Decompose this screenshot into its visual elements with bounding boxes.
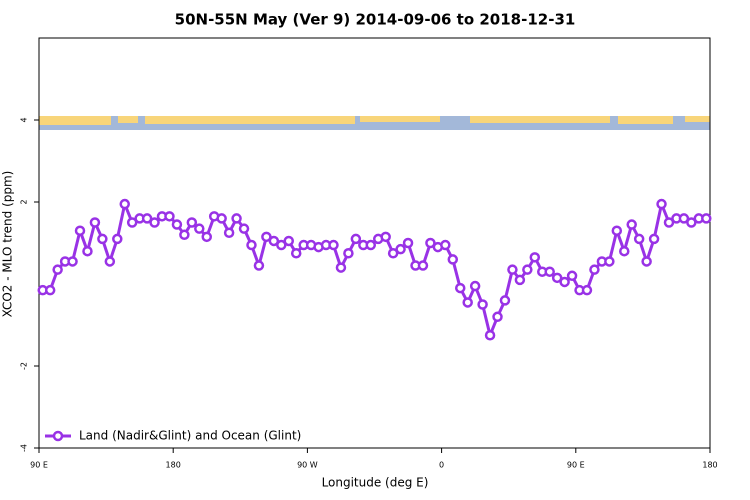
data-point bbox=[551, 272, 563, 284]
x-tick-label: 90 E bbox=[567, 461, 585, 470]
data-point bbox=[604, 256, 615, 267]
data-point bbox=[395, 243, 406, 255]
land-band bbox=[618, 116, 673, 124]
x-tick-label: 90 W bbox=[297, 461, 318, 470]
data-point bbox=[276, 239, 287, 251]
plot-frame bbox=[38, 37, 711, 449]
data-point bbox=[701, 213, 712, 224]
data-point bbox=[656, 198, 667, 210]
x-tick-label: 0 bbox=[439, 461, 444, 470]
data-point bbox=[469, 280, 481, 292]
data-point bbox=[231, 213, 242, 224]
data-point bbox=[350, 233, 362, 245]
legend-label: Land (Nadir&Glint) and Ocean (Glint) bbox=[79, 429, 301, 443]
x-axis-label: Longitude (deg E) bbox=[322, 476, 429, 490]
legend-marker bbox=[52, 430, 64, 442]
data-point bbox=[44, 284, 56, 296]
data-point bbox=[484, 330, 496, 341]
data-point bbox=[648, 233, 660, 245]
y-tick-label: 4 bbox=[20, 117, 29, 122]
x-tick-label: 180 bbox=[166, 461, 181, 470]
data-point bbox=[141, 213, 153, 224]
data-point bbox=[611, 225, 623, 236]
y-tick-label: 2 bbox=[20, 199, 29, 204]
land-band bbox=[39, 116, 111, 125]
x-tick-label: 180 bbox=[702, 461, 717, 470]
land-band bbox=[685, 116, 710, 122]
data-point bbox=[74, 225, 86, 236]
data-point bbox=[462, 297, 473, 308]
data-point bbox=[238, 223, 250, 234]
y-tick-label: -4 bbox=[20, 444, 29, 452]
data-point bbox=[201, 231, 212, 243]
data-point bbox=[417, 260, 429, 271]
land-band bbox=[145, 116, 355, 124]
data-point bbox=[126, 217, 138, 228]
data-point bbox=[82, 245, 93, 257]
x-tick-label: 90 E bbox=[30, 461, 48, 470]
data-point bbox=[663, 217, 675, 228]
data-point bbox=[633, 233, 645, 245]
data-point bbox=[559, 276, 570, 288]
data-point bbox=[97, 233, 108, 245]
data-point bbox=[253, 260, 265, 271]
data-point bbox=[171, 219, 183, 230]
data-point bbox=[678, 213, 690, 224]
data-point bbox=[499, 295, 511, 306]
data-point bbox=[440, 239, 451, 251]
data-point bbox=[454, 282, 466, 294]
data-point bbox=[589, 264, 600, 275]
chart-title: 50N-55N May (Ver 9) 2014-09-06 to 2018-1… bbox=[175, 11, 576, 29]
data-point bbox=[179, 229, 190, 241]
data-point bbox=[522, 264, 533, 275]
data-point bbox=[67, 256, 78, 267]
data-point bbox=[514, 274, 526, 286]
data-point bbox=[477, 299, 488, 310]
land-band bbox=[118, 116, 138, 123]
land-ocean-strip bbox=[39, 116, 710, 130]
data-point bbox=[104, 256, 116, 267]
data-point bbox=[119, 198, 130, 210]
data-point bbox=[261, 231, 272, 243]
data-point bbox=[387, 248, 399, 259]
data-point bbox=[492, 311, 503, 323]
data-point bbox=[52, 264, 63, 275]
data-point bbox=[566, 270, 578, 282]
data-point bbox=[268, 235, 280, 247]
data-point bbox=[246, 239, 257, 251]
data-point bbox=[402, 237, 414, 249]
data-point bbox=[290, 248, 302, 259]
data-point bbox=[223, 227, 235, 238]
data-point bbox=[641, 256, 652, 267]
data-point bbox=[112, 233, 123, 245]
data-point bbox=[425, 237, 436, 249]
data-point bbox=[194, 223, 205, 234]
data-point bbox=[343, 248, 354, 259]
data-point bbox=[544, 266, 555, 277]
data-point bbox=[380, 231, 391, 243]
data-point bbox=[186, 217, 198, 228]
data-point bbox=[365, 239, 377, 251]
land-band bbox=[360, 116, 440, 122]
data-point bbox=[581, 284, 593, 296]
y-axis-label: XCO2 - MLO trend (ppm) bbox=[1, 171, 15, 318]
data-point bbox=[328, 239, 339, 251]
data-point bbox=[529, 252, 541, 263]
data-point bbox=[507, 264, 518, 275]
land-band bbox=[470, 116, 610, 123]
data-point bbox=[283, 235, 295, 247]
data-point bbox=[686, 217, 697, 228]
data-point bbox=[216, 213, 227, 224]
data-point bbox=[89, 217, 101, 228]
series-line bbox=[42, 202, 707, 337]
data-point bbox=[335, 262, 347, 273]
y-tick-label: -2 bbox=[20, 362, 29, 370]
data-point bbox=[447, 254, 459, 265]
data-point bbox=[164, 211, 175, 222]
data-point bbox=[619, 245, 630, 257]
data-point bbox=[626, 219, 637, 230]
data-point bbox=[149, 217, 160, 228]
